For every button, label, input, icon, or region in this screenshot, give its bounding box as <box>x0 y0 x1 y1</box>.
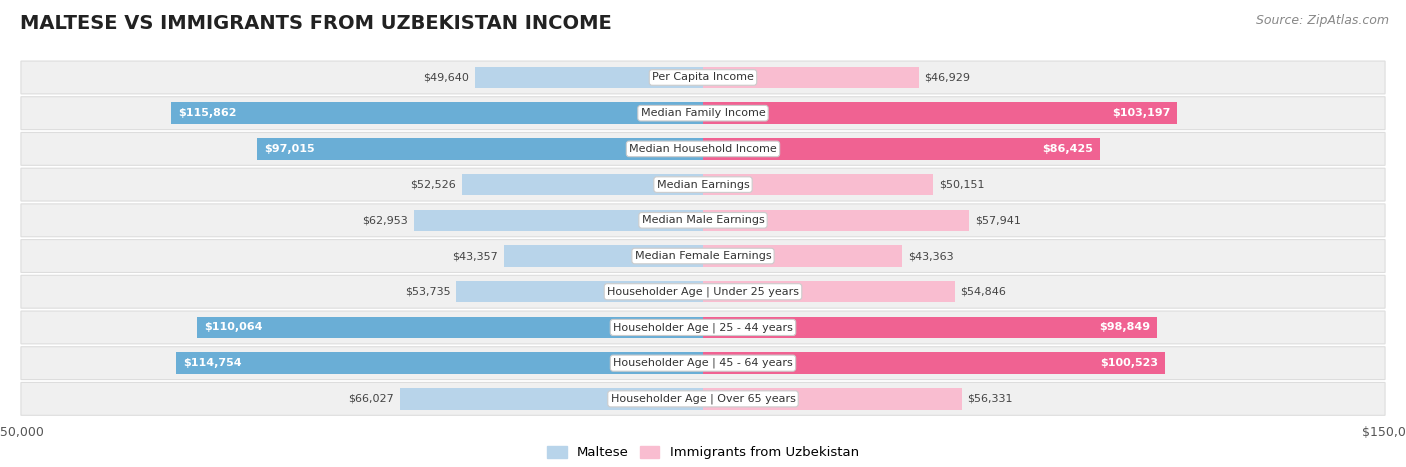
Bar <box>703 210 969 231</box>
Bar <box>456 281 703 303</box>
Text: $98,849: $98,849 <box>1099 322 1150 333</box>
Text: Median Earnings: Median Earnings <box>657 180 749 190</box>
Text: $46,929: $46,929 <box>924 72 970 83</box>
Text: $86,425: $86,425 <box>1042 144 1092 154</box>
Bar <box>176 353 703 374</box>
Text: Median Female Earnings: Median Female Earnings <box>634 251 772 261</box>
FancyBboxPatch shape <box>21 311 1385 344</box>
Text: $54,846: $54,846 <box>960 287 1007 297</box>
Bar <box>475 67 703 88</box>
Text: Householder Age | Under 25 years: Householder Age | Under 25 years <box>607 286 799 297</box>
Text: Source: ZipAtlas.com: Source: ZipAtlas.com <box>1256 14 1389 27</box>
FancyBboxPatch shape <box>21 276 1385 308</box>
Text: $52,526: $52,526 <box>411 180 456 190</box>
Text: Median Household Income: Median Household Income <box>628 144 778 154</box>
Text: $114,754: $114,754 <box>183 358 242 368</box>
Text: $66,027: $66,027 <box>349 394 394 404</box>
Text: $53,735: $53,735 <box>405 287 451 297</box>
Text: $115,862: $115,862 <box>177 108 236 118</box>
Text: $43,357: $43,357 <box>453 251 498 261</box>
Text: Householder Age | 25 - 44 years: Householder Age | 25 - 44 years <box>613 322 793 333</box>
FancyBboxPatch shape <box>21 204 1385 237</box>
Legend: Maltese, Immigrants from Uzbekistan: Maltese, Immigrants from Uzbekistan <box>541 441 865 465</box>
Text: $97,015: $97,015 <box>264 144 315 154</box>
FancyBboxPatch shape <box>21 97 1385 130</box>
Text: $103,197: $103,197 <box>1112 108 1170 118</box>
Text: Householder Age | Over 65 years: Householder Age | Over 65 years <box>610 394 796 404</box>
Bar <box>703 353 1164 374</box>
Bar <box>703 388 962 410</box>
Text: $100,523: $100,523 <box>1099 358 1157 368</box>
Bar <box>703 138 1099 160</box>
Text: $43,363: $43,363 <box>908 251 953 261</box>
Bar <box>399 388 703 410</box>
FancyBboxPatch shape <box>21 168 1385 201</box>
Text: $110,064: $110,064 <box>204 322 263 333</box>
Text: $57,941: $57,941 <box>974 215 1021 225</box>
Bar <box>703 67 918 88</box>
Bar <box>703 317 1157 338</box>
Bar <box>172 102 703 124</box>
Bar <box>413 210 703 231</box>
Bar <box>257 138 703 160</box>
Text: Median Male Earnings: Median Male Earnings <box>641 215 765 225</box>
Bar <box>703 245 903 267</box>
FancyBboxPatch shape <box>21 240 1385 272</box>
Bar <box>197 317 703 338</box>
Bar <box>461 174 703 195</box>
Bar <box>503 245 703 267</box>
FancyBboxPatch shape <box>21 382 1385 415</box>
Bar <box>703 281 955 303</box>
Text: $56,331: $56,331 <box>967 394 1012 404</box>
Bar <box>703 102 1177 124</box>
FancyBboxPatch shape <box>21 61 1385 94</box>
Text: $62,953: $62,953 <box>363 215 408 225</box>
FancyBboxPatch shape <box>21 347 1385 380</box>
Text: $50,151: $50,151 <box>939 180 984 190</box>
Text: MALTESE VS IMMIGRANTS FROM UZBEKISTAN INCOME: MALTESE VS IMMIGRANTS FROM UZBEKISTAN IN… <box>20 14 612 33</box>
Text: Median Family Income: Median Family Income <box>641 108 765 118</box>
FancyBboxPatch shape <box>21 133 1385 165</box>
Text: Per Capita Income: Per Capita Income <box>652 72 754 83</box>
Text: Householder Age | 45 - 64 years: Householder Age | 45 - 64 years <box>613 358 793 368</box>
Text: $49,640: $49,640 <box>423 72 470 83</box>
Bar <box>703 174 934 195</box>
